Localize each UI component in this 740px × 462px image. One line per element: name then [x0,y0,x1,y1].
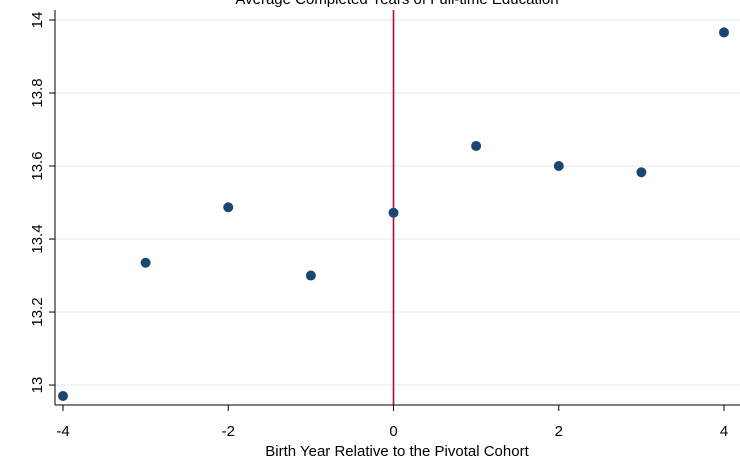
axes [49,10,740,411]
y-tick-label: 13.4 [29,224,46,253]
data-point [388,207,399,218]
data-point [636,167,647,178]
data-point [471,140,482,151]
data-point [58,391,68,401]
tick-labels: 13 13.2 13.4 13.6 13.8 14 -4 -2 0 2 4 [29,12,728,440]
x-tick-label: 0 [389,423,397,440]
data-point [223,202,234,213]
data-points [58,27,729,401]
y-tick-label: 13.2 [29,297,46,326]
data-point [553,161,564,172]
x-tick-label: -4 [56,423,69,440]
data-point [140,257,151,268]
x-tick-label: 4 [720,423,728,440]
data-point [305,270,316,281]
y-tick-label: 14 [29,12,46,29]
x-tick-label: 2 [555,423,563,440]
x-tick-label: -2 [222,423,235,440]
y-tick-label: 13 [29,377,46,394]
grid-lines [55,19,740,386]
y-tick-label: 13.6 [29,151,46,180]
data-point [719,27,729,38]
chart-title: Average Completed Years of Full-time Edu… [235,0,558,8]
x-axis-title: Birth Year Relative to the Pivotal Cohor… [265,443,529,460]
y-tick-label: 13.8 [29,78,46,107]
